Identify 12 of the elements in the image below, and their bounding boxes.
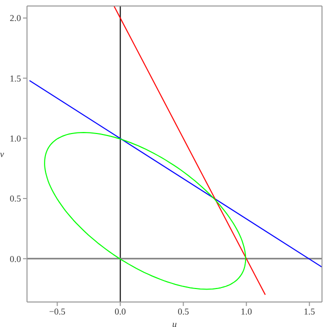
y-tick-label: 2.0: [10, 13, 22, 24]
y-tick-label: 1.5: [10, 73, 22, 84]
x-tick-label: 1.0: [240, 306, 252, 316]
x-axis-title: u: [172, 319, 178, 327]
x-tick-label: 0.0: [114, 306, 126, 316]
y-tick-label: 0.0: [10, 254, 22, 264]
y-axis-title: v: [0, 149, 4, 160]
x-tick-label: −0.5: [49, 306, 66, 316]
y-tick-label: 1.0: [10, 134, 22, 144]
x-tick-label: 1.5: [304, 306, 316, 316]
y-tick-label: 0.5: [10, 194, 22, 204]
x-tick-label: 0.5: [178, 306, 190, 316]
